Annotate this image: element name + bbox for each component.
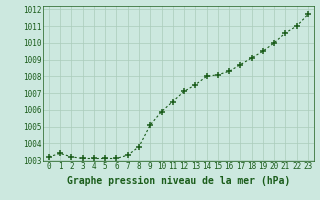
X-axis label: Graphe pression niveau de la mer (hPa): Graphe pression niveau de la mer (hPa) xyxy=(67,176,290,186)
